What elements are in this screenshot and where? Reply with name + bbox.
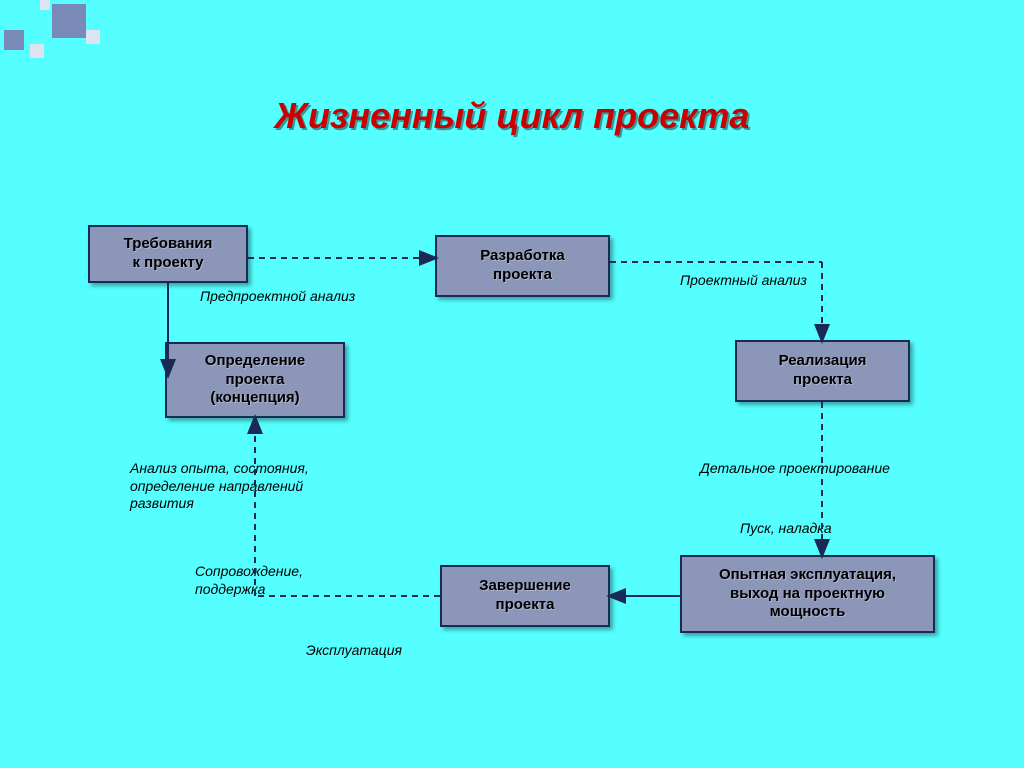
node-concept: Определениепроекта(концепция) (165, 342, 345, 418)
diagram-title: Жизненный цикл проекта (0, 95, 1024, 137)
node-requirements: Требованияк проекту (88, 225, 248, 283)
edge-label-preanalysis: Предпроектной анализ (200, 288, 355, 306)
edge-label-experience: Анализ опыта, состояния,определение напр… (130, 460, 309, 513)
edge-label-support: Сопровождение,поддержка (195, 563, 303, 598)
edge-label-exploitation: Эксплуатация (306, 642, 402, 660)
node-completion: Завершениепроекта (440, 565, 610, 627)
node-trial-operation: Опытная эксплуатация,выход на проектнуюм… (680, 555, 935, 633)
edge-label-projanalysis: Проектный анализ (680, 272, 807, 290)
node-implementation: Реализацияпроекта (735, 340, 910, 402)
edge-label-detaildesign: Детальное проектирование (700, 460, 890, 478)
node-development: Разработкапроекта (435, 235, 610, 297)
corner-decoration (0, 0, 110, 60)
edge-label-startup: Пуск, наладка (740, 520, 832, 538)
